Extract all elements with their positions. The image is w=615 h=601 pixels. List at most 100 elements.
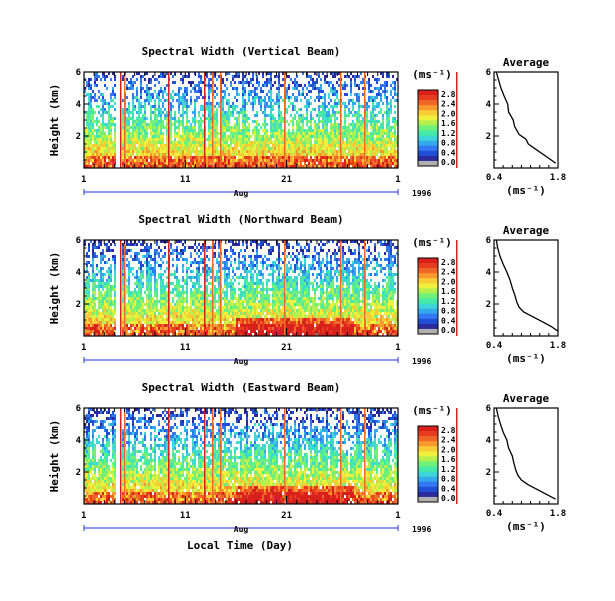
heatmap-cell [352,102,354,105]
heatmap-cell [96,273,98,276]
heatmap-cell [270,102,272,105]
heatmap-cell [368,96,370,99]
heatmap-cell [362,141,364,144]
heatmap-cell [110,297,112,300]
heatmap-cell [190,270,192,273]
heatmap-cell [170,141,172,144]
heatmap-cell [92,252,94,255]
heatmap-cell [188,162,190,165]
heatmap-cell [164,108,166,111]
heatmap-cell [286,93,288,96]
heatmap-cell [344,81,346,84]
heatmap-cell [326,141,328,144]
heatmap-cell [318,123,320,126]
heatmap-cell [348,141,350,144]
heatmap-cell [210,303,212,306]
heatmap-cell [140,132,142,135]
heatmap-cell [170,156,172,159]
heatmap-cell [192,312,194,315]
heatmap-cell [324,144,326,147]
heatmap-cell [144,78,146,81]
heatmap-cell [128,261,130,264]
heatmap-cell [134,150,136,153]
heatmap-cell [178,102,180,105]
heatmap-cell [158,165,160,168]
heatmap-cell [292,120,294,123]
heatmap-cell [180,252,182,255]
heatmap-cell [188,165,190,168]
heatmap-cell [396,78,398,81]
heatmap-cell [132,84,134,87]
heatmap-cell [292,165,294,168]
heatmap-cell [136,87,138,90]
heatmap-cell [130,333,132,336]
heatmap-cell [384,147,386,150]
heatmap-cell [122,258,124,261]
heatmap-cell [394,93,396,96]
heatmap-cell [310,150,312,153]
heatmap-cell [224,147,226,150]
heatmap-cell [392,132,394,135]
heatmap-cell [244,111,246,114]
heatmap-cell [182,333,184,336]
heatmap-cell [170,102,172,105]
heatmap-cell [140,267,142,270]
y-tick-label: 2 [76,132,81,142]
colorbar-swatch [418,105,438,111]
heatmap-cell [112,147,114,150]
heatmap-cell [158,327,160,330]
heatmap-cell [336,90,338,93]
average-y-tick-label: 2 [486,132,491,142]
heatmap-cell [160,123,162,126]
heatmap-cell [86,162,88,165]
heatmap-cell [240,141,242,144]
heatmap-cell [366,141,368,144]
heatmap-cell [216,108,218,111]
heatmap-cell [134,141,136,144]
heatmap-cell [130,303,132,306]
heatmap-cell [246,153,248,156]
heatmap-cell [264,81,266,84]
heatmap-cell [366,132,368,135]
heatmap-cell [350,162,352,165]
heatmap-cell [288,129,290,132]
heatmap-cell [154,108,156,111]
heatmap-cell [104,132,106,135]
heatmap-cell [392,162,394,165]
heatmap-cell [126,309,128,312]
heatmap-cell [134,303,136,306]
heatmap-cell [288,153,290,156]
heatmap-cell [170,282,172,285]
heatmap-cell [90,93,92,96]
heatmap-cell [106,249,108,252]
heatmap-cell [180,333,182,336]
heatmap-cell [152,126,154,129]
heatmap-cell [182,147,184,150]
heatmap-cell [122,246,124,249]
heatmap-cell [90,327,92,330]
heatmap-cell [272,105,274,108]
heatmap-cell [196,306,198,309]
heatmap-cell [128,315,130,318]
heatmap-cell [110,318,112,321]
heatmap-cell [166,276,168,279]
heatmap-cell [282,156,284,159]
heatmap-cell [142,240,144,243]
heatmap-cell [262,84,264,87]
heatmap-cell [210,138,212,141]
heatmap-cell [304,147,306,150]
heatmap-cell [216,102,218,105]
heatmap-cell [146,258,148,261]
heatmap-cell [234,135,236,138]
heatmap-cell [258,123,260,126]
heatmap-cell [146,288,148,291]
heatmap-cell [222,147,224,150]
heatmap-cell [288,96,290,99]
heatmap-cell [192,120,194,123]
heatmap-cell [278,114,280,117]
heatmap-cell [190,306,192,309]
heatmap-cell [176,303,178,306]
heatmap-cell [198,297,200,300]
heatmap-cell [216,93,218,96]
heatmap-cell [186,276,188,279]
